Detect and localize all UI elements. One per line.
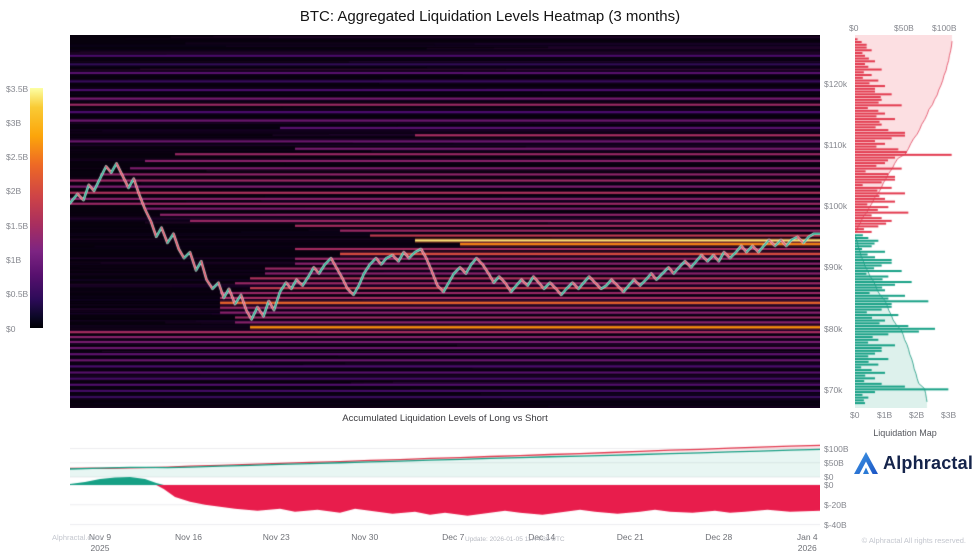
accumulated-upper-tick-label: $100B: [824, 443, 849, 454]
page-title: BTC: Aggregated Liquidation Levels Heatm…: [299, 8, 681, 25]
liquidation-map-canvas: [855, 35, 955, 408]
x-tick-label: Nov 16: [175, 532, 202, 542]
x-tick-label: Nov 9 2025: [88, 532, 112, 551]
x-tick-label: Jan 4 2026: [796, 532, 818, 551]
colorbar-tick-label: $3.5B: [6, 83, 29, 94]
colorbar-tick-label: $0.5B: [6, 289, 29, 300]
accumulated-lower-tick-label: $-20B: [824, 499, 847, 510]
heatmap-canvas: [70, 35, 820, 408]
accumulated-lower-tick-label: $-40B: [824, 519, 847, 530]
watermark-text: Alphractal.com: [52, 533, 102, 542]
liqmap-bottom-tick-label: $0: [850, 410, 860, 420]
x-tick-label: Dec 21: [616, 532, 644, 542]
heatmap-y-tick-label: $110k: [824, 140, 847, 151]
update-timestamp: Update: 2026-01-05 11:44:39 UTC: [465, 536, 565, 543]
accumulated-chart-title: Accumulated Liquidation Levels of Long v…: [342, 413, 548, 424]
x-tick-label: Dec 7: [442, 532, 465, 542]
liqmap-top-tick-label: $100B: [932, 23, 957, 33]
colorbar-tick-label: $1B: [6, 254, 22, 265]
colorbar-tick-label: $3B: [6, 117, 22, 128]
x-tick-label: Nov 30: [351, 532, 379, 542]
heatmap-y-tick-label: $70k: [824, 384, 843, 395]
liqmap-top-tick-label: $0: [849, 23, 859, 33]
heatmap-y-tick-label: $90k: [824, 262, 843, 273]
alphractal-logo-icon: [854, 452, 878, 474]
colorbar-tick-label: $2B: [6, 186, 22, 197]
x-tick-label: Dec 28: [705, 532, 733, 542]
colorbar-gradient: [30, 88, 43, 328]
x-tick-label: Nov 23: [262, 532, 290, 542]
colorbar-tick-label: $0: [6, 323, 16, 334]
liqmap-bottom-tick-label: $2B: [909, 410, 925, 420]
accumulated-upper-tick-label: $50B: [824, 457, 844, 468]
heatmap-y-tick-label: $120k: [824, 78, 848, 89]
accumulated-lower-tick-label: $0: [824, 480, 834, 490]
brand-name: Alphractal: [883, 452, 974, 473]
copyright-text: © Alphractal All rights reserved.: [861, 536, 966, 545]
x-tick-label: Dec 14: [528, 532, 556, 542]
brand-logo: Alphractal: [853, 450, 973, 476]
liquidation-map-title: Liquidation Map: [873, 428, 937, 438]
heatmap-y-tick-label: $100k: [824, 201, 848, 212]
accumulated-upper-tick-label: $0: [824, 472, 834, 482]
liqmap-bottom-tick-label: $3B: [941, 410, 957, 420]
accumulated-chart-canvas: [70, 424, 820, 530]
liqmap-bottom-tick-label: $1B: [877, 410, 893, 420]
colorbar-tick-label: $1.5B: [6, 220, 29, 231]
liqmap-top-tick-label: $50B: [894, 23, 914, 33]
colorbar-tick-label: $2.5B: [6, 152, 29, 163]
heatmap-y-tick-label: $80k: [824, 323, 843, 334]
